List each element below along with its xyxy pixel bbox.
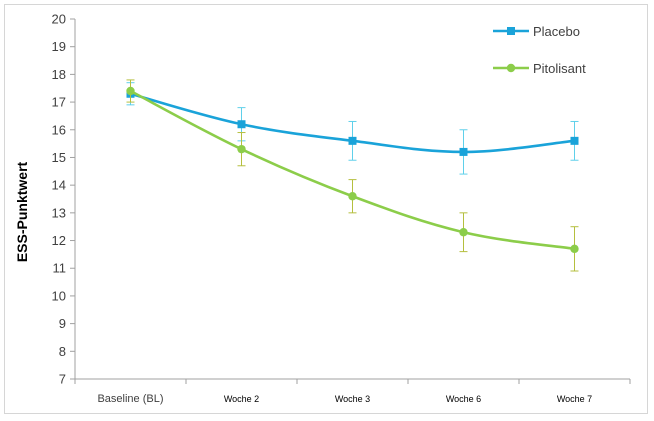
series-line [129,89,575,251]
legend-item-placebo: Placebo [493,24,580,39]
data-point [459,228,468,237]
data-point [459,147,468,156]
y-axis-label: ESS-Punktwert [14,161,30,262]
data-point [348,136,357,145]
legend-label: Placebo [533,24,580,39]
data-point [237,144,246,154]
y-tick-label: 11 [53,261,67,276]
x-tick-label: Woche 3 [335,394,370,404]
legend-label: Pitolisant [533,61,586,76]
y-tick-label: 7 [59,372,66,387]
data-point [570,136,579,145]
y-tick-label: 12 [52,233,66,248]
data-point [237,120,246,129]
data-point [348,192,357,201]
chart-frame [4,4,648,414]
y-tick-label: 14 [52,178,66,193]
y-tick-label: 18 [52,67,66,82]
y-tick-label: 17 [52,95,66,110]
data-point [126,86,135,96]
y-tick-label: 13 [52,205,66,220]
x-tick-label: Woche 2 [224,394,259,404]
y-tick-label: 8 [59,344,66,359]
y-tick-label: 16 [52,122,66,137]
series-placebo [126,82,579,175]
y-tick-labels: 7 8 9 10 11 12 13 14 15 16 17 18 19 20 [52,12,66,387]
x-tick-label: Woche 7 [557,394,592,404]
x-tick-label: Woche 6 [446,394,481,404]
legend-item-pitolisant: Pitolisant [493,61,586,76]
y-tick-label: 15 [52,150,66,165]
y-tick-label: 10 [52,288,66,303]
chart-axes [70,18,631,384]
data-point [570,244,579,254]
legend-swatch-marker [506,63,516,73]
x-tick-labels: Baseline (BL) Woche 2 Woche 3 Woche 6 Woche … [97,393,592,405]
legend-swatch-marker [507,27,515,35]
legend: Placebo Pitolisant [493,24,586,76]
y-tick-label: 9 [59,316,66,331]
x-tick-label: Baseline (BL) [97,393,163,405]
y-tick-label: 20 [52,12,66,27]
series-group [126,79,579,272]
y-tick-label: 19 [52,39,66,54]
series-pitolisant [126,79,579,272]
